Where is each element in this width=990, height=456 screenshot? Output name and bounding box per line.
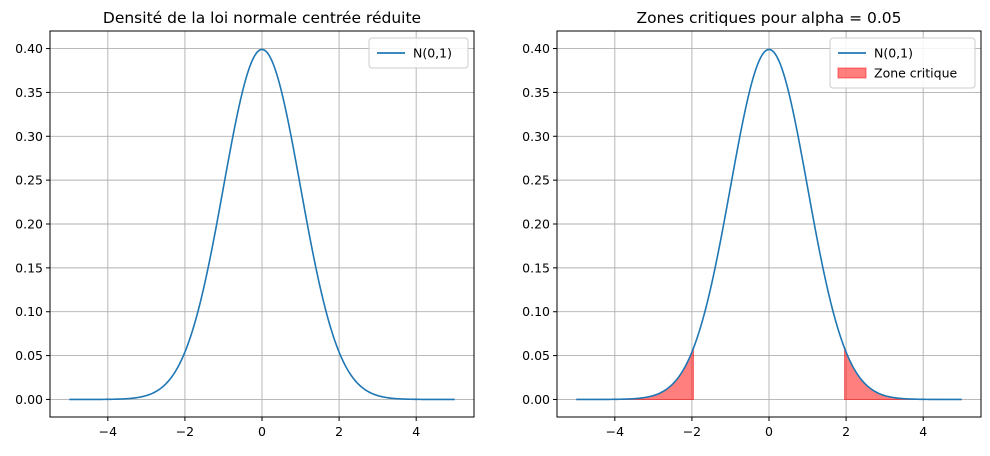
- y-tick-label: 0.10: [522, 304, 550, 319]
- y-tick-label: 0.30: [522, 129, 550, 144]
- x-tick-label: 0: [258, 424, 266, 439]
- y-tick-label: 0.05: [15, 348, 43, 363]
- y-axis-ticks: 0.00 0.05 0.10 0.15 0.20 0.25 0.30 0.35 0.40: [15, 41, 50, 407]
- y-tick-label: 0.25: [522, 173, 550, 188]
- x-tick-label: 4: [919, 424, 927, 439]
- y-axis-ticks: 0.00 0.05 0.10 0.15 0.20 0.25 0.30 0.35 0.40: [522, 41, 557, 407]
- y-tick-label: 0.15: [15, 260, 43, 275]
- x-axis-ticks: −4 −2 0 2 4: [606, 417, 927, 439]
- y-tick-label: 0.35: [522, 85, 550, 100]
- y-tick-label: 0.35: [15, 85, 43, 100]
- legend: N(0,1) Zone critique: [829, 37, 976, 89]
- y-tick-label: 0.20: [15, 217, 43, 232]
- chart-title: Densité de la loi normale centrée réduit…: [103, 9, 421, 27]
- y-tick-label: 0.15: [522, 260, 550, 275]
- y-tick-label: 0.00: [522, 392, 550, 407]
- series-lines: [576, 48, 962, 401]
- y-tick-label: 0.40: [15, 41, 43, 56]
- legend-box: [368, 37, 469, 69]
- legend: N(0,1): [368, 37, 469, 69]
- legend-label: Zone critique: [874, 66, 958, 81]
- chart-title: Zones critiques pour alpha = 0.05: [636, 9, 901, 27]
- y-tick-label: 0.05: [522, 348, 550, 363]
- y-tick-label: 0.25: [15, 173, 43, 188]
- legend-swatch-patch: [837, 67, 867, 79]
- y-tick-label: 0.10: [15, 304, 43, 319]
- x-tick-label: 0: [765, 424, 773, 439]
- x-tick-label: 4: [412, 424, 420, 439]
- x-tick-label: −2: [683, 424, 701, 439]
- series-lines: [69, 48, 455, 401]
- x-tick-label: 2: [842, 424, 850, 439]
- legend-label: N(0,1): [413, 46, 452, 61]
- x-axis-ticks: −4 −2 0 2 4: [99, 417, 420, 439]
- y-tick-label: 0.00: [15, 392, 43, 407]
- y-tick-label: 0.20: [522, 217, 550, 232]
- x-tick-label: −4: [606, 424, 624, 439]
- chart-normal-density: Densité de la loi normale centrée réduit…: [15, 9, 475, 439]
- x-tick-label: −2: [176, 424, 194, 439]
- x-tick-label: 2: [335, 424, 343, 439]
- y-tick-label: 0.40: [522, 41, 550, 56]
- grid: [557, 31, 981, 417]
- grid: [50, 31, 474, 417]
- series-line-normal: [576, 48, 962, 401]
- legend-label: N(0,1): [874, 46, 913, 61]
- y-tick-label: 0.30: [15, 129, 43, 144]
- chart-critical-zones: Zones critiques pour alpha = 0.05 −4 −2 0 2…: [522, 9, 982, 439]
- series-line-normal: [69, 48, 455, 401]
- x-tick-label: −4: [99, 424, 117, 439]
